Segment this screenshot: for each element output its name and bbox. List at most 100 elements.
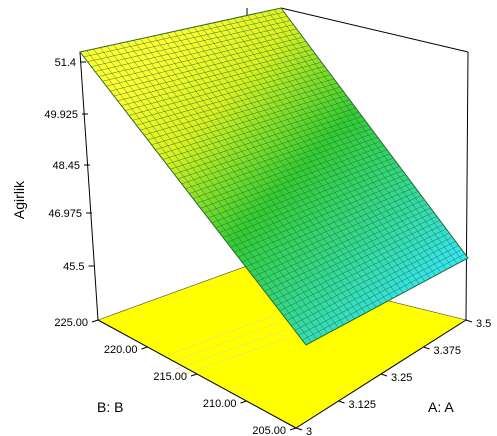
x-tick-mark (380, 373, 388, 377)
mesh-line (200, 141, 381, 209)
y-axis-label: B: B (97, 399, 123, 415)
mesh-line (98, 28, 297, 77)
z-tick-label: 46.975 (48, 208, 82, 220)
x-tick-label: 3.375 (434, 345, 462, 357)
mesh-line (204, 145, 384, 214)
y-tick-mark (141, 346, 148, 350)
mesh-line (215, 157, 394, 229)
mesh-line (245, 191, 419, 268)
mesh-line (189, 128, 372, 194)
mesh-line (298, 249, 462, 336)
mesh-line (223, 166, 400, 238)
x-tick-label: 3 (306, 426, 312, 436)
mesh-line (230, 174, 406, 248)
z-tick-label: 48.45 (52, 160, 80, 172)
mesh-line (287, 236, 453, 321)
x-axis: 3 3.125 3.25 3.375 3.5 (295, 318, 491, 436)
mesh-line (166, 103, 353, 165)
mesh-line (290, 241, 456, 326)
mesh-line (125, 57, 319, 111)
floor-contour-line (171, 321, 281, 363)
y-axis: 205.00 210.00 215.00 220.00 225.00 (54, 317, 297, 436)
mesh-line (128, 61, 322, 116)
mesh-line (283, 232, 450, 316)
mesh-line (136, 70, 328, 126)
mesh-line (211, 153, 391, 224)
mesh-line (253, 199, 425, 277)
floor-contour-line (179, 336, 291, 377)
mesh-line (132, 66, 325, 121)
mesh-line (226, 170, 403, 243)
x-tick-label: 3.25 (391, 372, 412, 384)
mesh-line (159, 95, 347, 155)
mesh-line (177, 116, 363, 180)
y-tick-label: 215.00 (153, 371, 187, 383)
mesh-line (147, 82, 338, 141)
mesh-line (87, 16, 288, 62)
z-tick-label: 49.925 (44, 109, 78, 121)
mesh-line (106, 36, 303, 87)
x-axis-label: A: A (428, 399, 454, 415)
y-tick-label: 210.00 (203, 398, 237, 410)
mesh-line (121, 53, 316, 106)
response-surface (79, 7, 469, 346)
mesh-line (260, 207, 431, 287)
mesh-line (219, 161, 397, 233)
x-tick-label: 3.5 (476, 318, 491, 330)
x-tick-label: 3.125 (349, 399, 377, 411)
mesh-line (143, 78, 335, 136)
back-top-edge (280, 7, 469, 53)
mesh-line (207, 149, 388, 219)
mesh-line (83, 11, 285, 58)
x-tick-mark (295, 427, 303, 431)
mesh-line (279, 228, 447, 312)
mesh-line (170, 107, 356, 170)
mesh-line (102, 32, 300, 82)
y-tick-mark (289, 427, 297, 431)
mesh-line (264, 211, 434, 292)
mesh-line (140, 74, 331, 131)
z-axis: 45.5 46.975 48.45 49.925 51.4 (44, 57, 95, 273)
mesh-line (192, 132, 375, 199)
mesh-line (174, 111, 359, 175)
x-tick-mark (338, 400, 345, 404)
mesh-line (241, 186, 416, 263)
mesh-line (302, 253, 465, 341)
surface-mesh (83, 9, 465, 343)
floor-contours (167, 314, 291, 377)
z-tick-label: 51.4 (55, 57, 76, 69)
mesh-line (238, 182, 412, 258)
mesh-line (196, 136, 378, 204)
floor-contour-line (167, 314, 276, 356)
mesh-line (110, 41, 306, 92)
mesh-line (151, 86, 341, 145)
x-tick-mark (465, 319, 473, 323)
y-tick-mark (91, 319, 99, 323)
y-tick-mark (190, 373, 198, 377)
mesh-line (117, 49, 313, 102)
z-tick-label: 45.5 (63, 261, 84, 273)
mesh-line (272, 220, 441, 302)
mesh-line (162, 99, 350, 160)
x-tick-mark (423, 346, 430, 350)
mesh-line (95, 24, 294, 72)
mesh-line (256, 203, 428, 282)
mesh-line (181, 120, 366, 185)
mesh-line (234, 178, 409, 253)
mesh-line (155, 91, 344, 150)
mesh-line (185, 124, 369, 189)
mesh-line (91, 20, 291, 67)
mesh-line (268, 216, 437, 297)
y-tick-label: 225.00 (54, 317, 88, 329)
y-tick-label: 205.00 (252, 425, 286, 436)
z-axis-label: Agirlik (11, 180, 27, 219)
mesh-line (113, 45, 310, 97)
mesh-line (249, 195, 422, 272)
mesh-line (294, 245, 459, 331)
mesh-line (275, 224, 444, 307)
floor-contour-line (175, 329, 286, 370)
y-tick-label: 220.00 (104, 344, 138, 356)
y-tick-mark (240, 400, 247, 404)
back-vertical-left (79, 51, 99, 321)
